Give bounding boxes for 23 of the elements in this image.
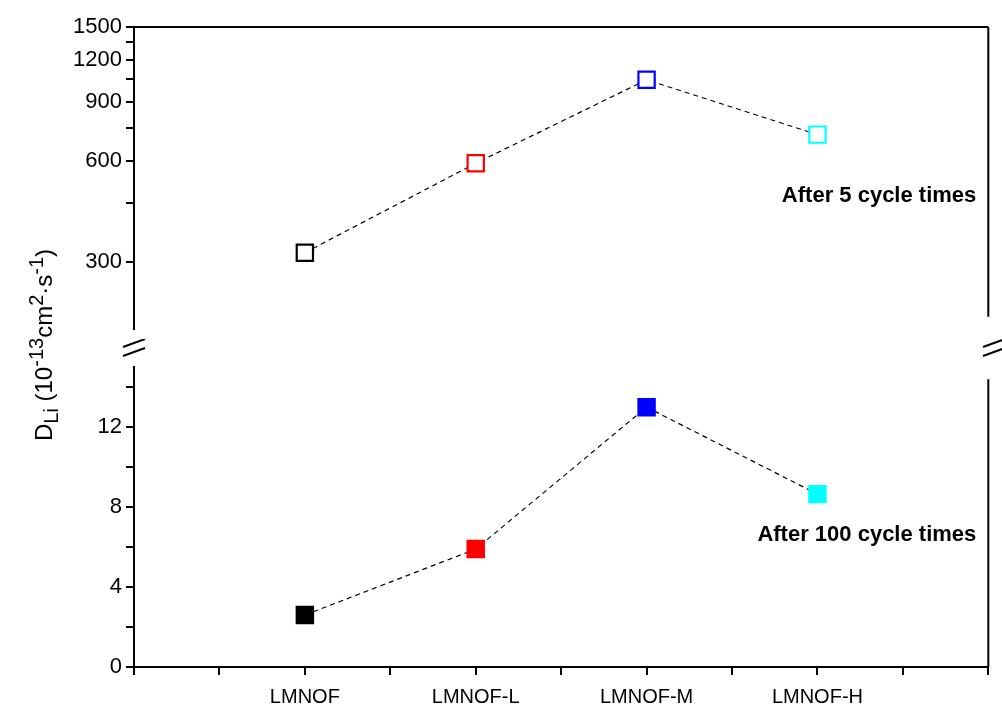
annotation: After 5 cycle times <box>781 182 977 208</box>
x-tick-label: LMNOF-H <box>771 684 863 707</box>
y-tick-label: 1200 <box>73 45 122 71</box>
y-tick-label: 12 <box>97 413 122 439</box>
point <box>295 243 315 262</box>
x-tick-label: LMNOF-L <box>431 684 520 707</box>
point <box>295 605 315 625</box>
x-tick-label: LMNOF-M <box>599 684 694 707</box>
x-tick-label: LMNOF <box>269 684 340 707</box>
point <box>808 125 827 144</box>
point <box>637 397 656 417</box>
point <box>466 154 485 173</box>
y-tick-label: 600 <box>85 146 122 172</box>
annotation: After 100 cycle times <box>757 521 977 547</box>
y-tick-label: 4 <box>109 573 122 599</box>
y-tick-label: 300 <box>85 248 122 274</box>
y-tick-label: 900 <box>85 87 122 113</box>
y-tick-label: 0 <box>109 653 122 679</box>
point <box>637 70 656 90</box>
y-tick-label: 1500 <box>73 13 122 39</box>
point <box>466 539 485 559</box>
point <box>808 484 827 504</box>
y-tick-label: 8 <box>109 493 122 519</box>
